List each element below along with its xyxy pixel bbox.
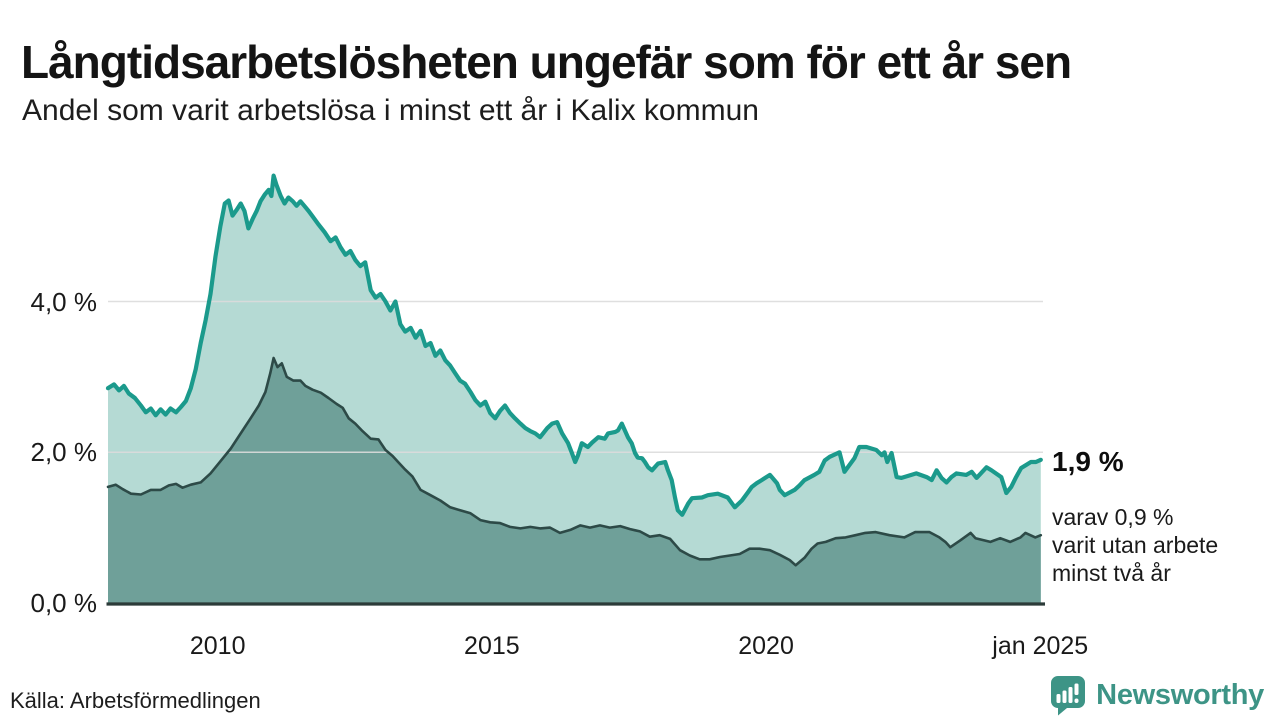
- annotation-note-line-3: minst två år: [1052, 560, 1171, 586]
- y-tick-label: 0,0 %: [30, 588, 98, 618]
- y-tick-label: 2,0 %: [30, 437, 98, 468]
- x-tick-label: 2010: [189, 632, 246, 660]
- x-tick-label: 2015: [464, 632, 520, 660]
- chart-subtitle: Andel som varit arbetslösa i minst ett å…: [22, 94, 759, 127]
- source-credit: Källa: Arbetsförmedlingen: [10, 688, 261, 713]
- x-tick-label: jan 2025: [992, 632, 1089, 660]
- y-tick-label: 4,0 %: [30, 286, 98, 317]
- x-tick-label: 2020: [738, 632, 794, 660]
- annotation-note-line-1: varav 0,9 %: [1052, 504, 1174, 530]
- chart-title: Långtidsarbetslösheten ungefär som för e…: [21, 35, 1072, 88]
- line-at-least-two-years: [106, 356, 1043, 567]
- newsworthy-logo-text: Newsworthy: [1096, 679, 1264, 711]
- newsworthy-chart-bubble-icon: [1051, 676, 1086, 716]
- line-at-least-one-year: [105, 173, 1043, 517]
- newsworthy-logo: Newsworthy: [1049, 675, 1264, 716]
- area-at-least-two-years: [108, 358, 1041, 603]
- latest-value-label: 1,9 %: [1052, 446, 1124, 477]
- annotation-note-line-2: varit utan arbete: [1052, 532, 1219, 558]
- annotation-note: varav 0,9 % varit utan arbete minst två …: [1052, 503, 1218, 587]
